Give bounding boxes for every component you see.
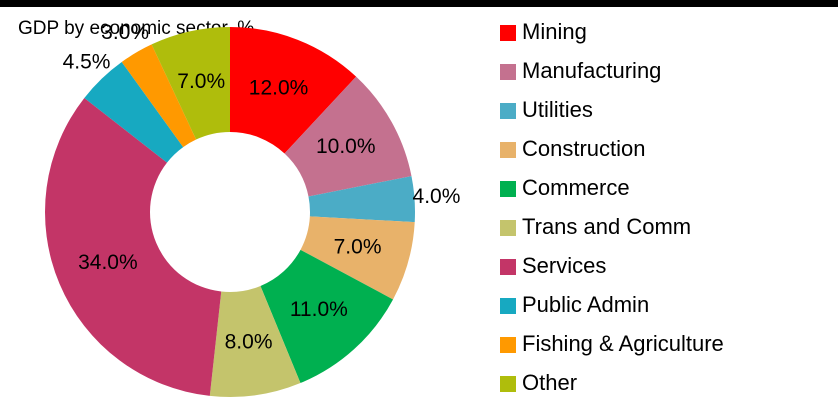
legend-swatch (500, 298, 516, 314)
legend-swatch (500, 337, 516, 353)
data-label: 7.0% (177, 70, 225, 93)
data-label: 34.0% (78, 251, 138, 274)
data-label: 12.0% (249, 76, 309, 99)
donut-slice (284, 76, 412, 197)
legend-label: Fishing & Agriculture (522, 331, 724, 356)
data-label: 8.0% (225, 331, 273, 354)
legend-label: Construction (522, 136, 646, 161)
data-label: 4.5% (63, 50, 111, 73)
data-label: 11.0% (290, 298, 348, 321)
donut-slice (84, 61, 184, 163)
legend-swatch (500, 64, 516, 80)
donut-slice (209, 285, 301, 397)
legend-label: Manufacturing (522, 58, 661, 83)
top-bar (0, 0, 838, 7)
donut-slice (308, 176, 416, 223)
legend-label: Public Admin (522, 292, 649, 317)
donut-slice (44, 97, 222, 396)
legend-label: Utilities (522, 97, 593, 122)
legend-label: Other (522, 370, 577, 395)
legend-swatch (500, 220, 516, 236)
data-label: 3.0% (101, 21, 149, 44)
legend-label: Trans and Comm (522, 214, 691, 239)
data-label: 4.0% (413, 185, 461, 208)
legend-swatch (500, 25, 516, 41)
donut-slice (230, 27, 357, 154)
legend-swatch (500, 181, 516, 197)
legend-label: Services (522, 253, 606, 278)
data-label: 10.0% (316, 135, 376, 158)
legend-swatch (500, 259, 516, 275)
donut-slice (300, 216, 415, 300)
legend-swatch (500, 376, 516, 392)
donut-slice (121, 44, 197, 148)
legend-label: Commerce (522, 175, 630, 200)
legend-swatch (500, 142, 516, 158)
donut-slice (151, 26, 230, 140)
legend-label: Mining (522, 19, 587, 44)
donut-slice (260, 249, 394, 384)
data-label: 7.0% (334, 235, 382, 258)
legend-swatch (500, 103, 516, 119)
